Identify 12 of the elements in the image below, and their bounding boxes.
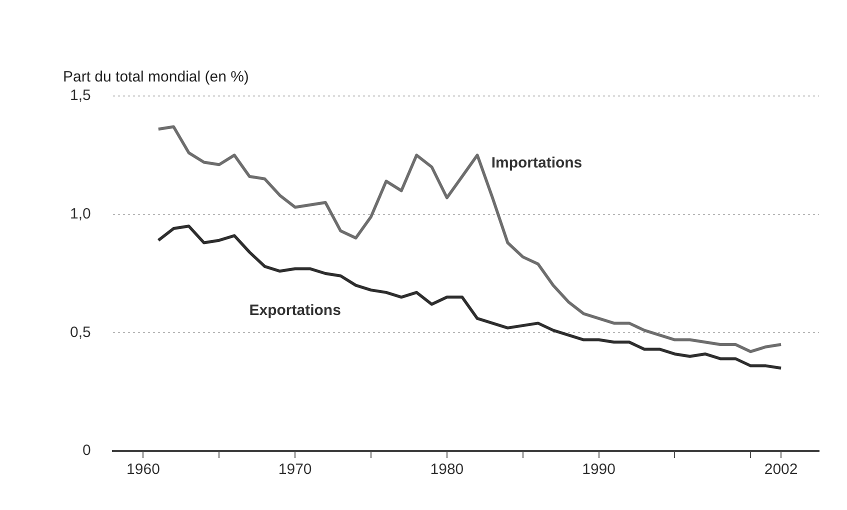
y-tick-label: 0 [82, 442, 91, 460]
y-tick-label: 1,5 [70, 87, 91, 104]
x-tick-label: 1990 [582, 461, 616, 478]
y-axis-title: Part du total mondial (en %) [63, 68, 249, 86]
series-label: Exportations [249, 302, 341, 319]
y-tick-label: 1,0 [70, 205, 91, 222]
x-tick-label: 1980 [430, 461, 464, 478]
x-tick-label: 1960 [126, 461, 160, 478]
y-tick-label: 0,5 [70, 324, 91, 341]
series-label: Importations [491, 154, 582, 172]
x-tick-label: 2002 [764, 461, 798, 478]
x-tick-label: 1970 [278, 461, 312, 478]
